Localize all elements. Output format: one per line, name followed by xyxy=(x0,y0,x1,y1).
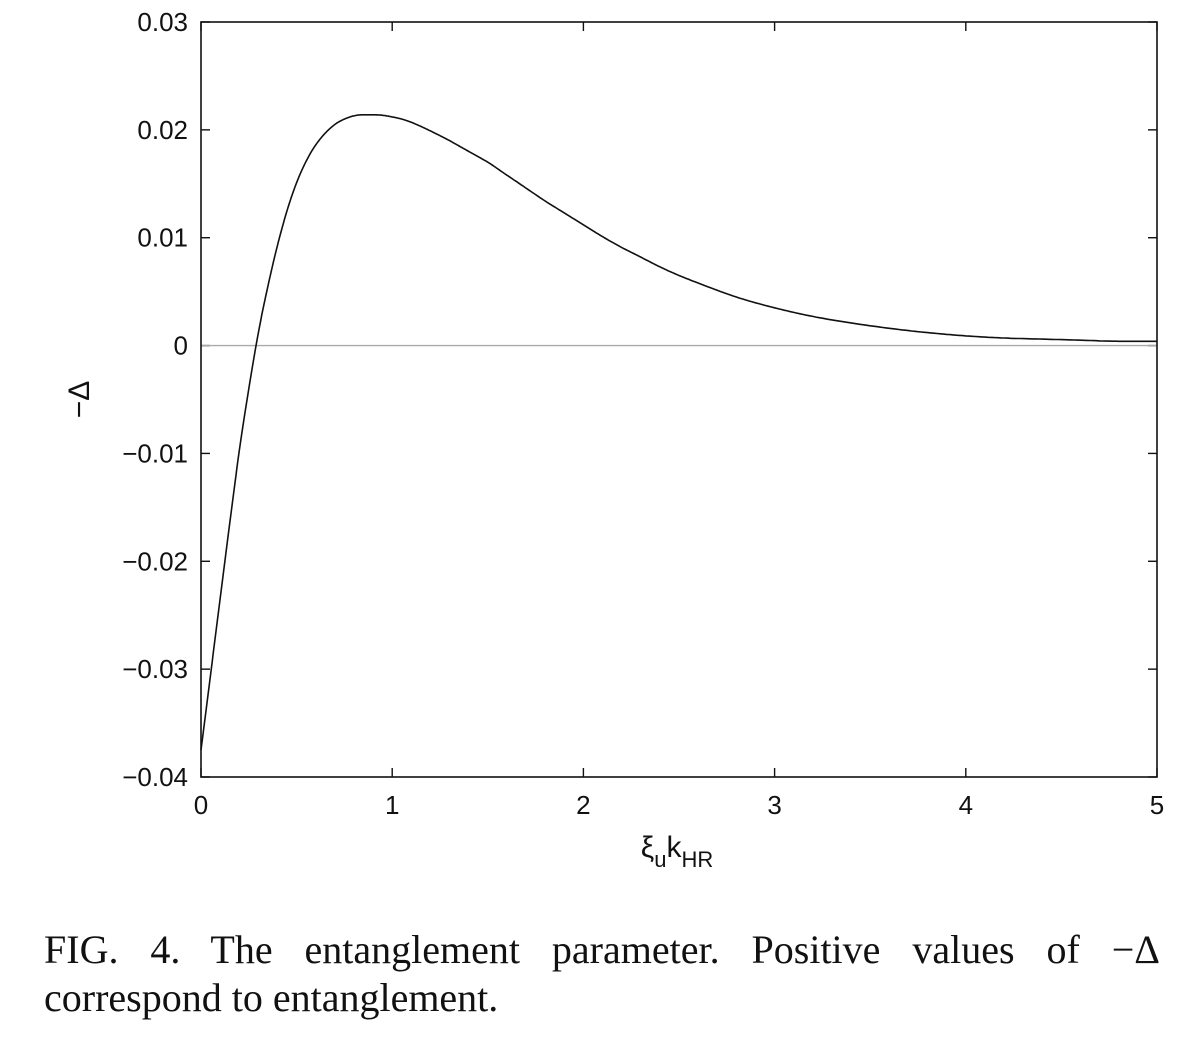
entanglement-chart: 0 1 2 3 4 5 −0.04 −0.03 −0.02 −0.01 0 0.01 0.02 0.03… xyxy=(63,7,1164,872)
x-axis-label-sub-u: u xyxy=(654,847,666,872)
x-tick-label: 0 xyxy=(194,790,208,820)
y-ticks xyxy=(201,21,1157,778)
y-axis-label: −Δ xyxy=(63,381,96,419)
x-tick-label: 2 xyxy=(576,790,590,820)
x-tick-label: 5 xyxy=(1150,790,1164,820)
figure-caption: FIG. 4. The entanglement parameter. Posit… xyxy=(44,926,1160,1022)
y-tick-labels: −0.04 −0.03 −0.02 −0.01 0 0.01 0.02 0.03 xyxy=(122,7,188,792)
y-tick-label: −0.03 xyxy=(122,654,188,684)
x-ticks xyxy=(200,22,1158,777)
x-tick-label: 1 xyxy=(385,790,399,820)
y-tick-label: 0.01 xyxy=(137,223,188,253)
x-tick-label: 4 xyxy=(959,790,973,820)
y-tick-label: 0 xyxy=(174,331,188,361)
y-tick-label: −0.02 xyxy=(122,546,188,576)
caption-label: FIG. 4. xyxy=(44,927,181,972)
y-tick-label: 0.03 xyxy=(137,7,188,37)
x-axis-label: ξukHR xyxy=(641,831,713,872)
x-axis-label-xi: ξ xyxy=(641,831,654,864)
series-line xyxy=(200,114,1157,751)
caption-text: The entanglement parameter. Positive val… xyxy=(44,927,1161,1020)
y-tick-label: −0.04 xyxy=(122,762,188,792)
x-tick-label: 3 xyxy=(767,790,781,820)
y-tick-label: −0.01 xyxy=(122,438,188,468)
plot-frame xyxy=(200,21,1158,778)
x-axis-label-k: k xyxy=(666,831,682,864)
y-tick-label: 0.02 xyxy=(137,115,188,145)
x-axis-label-sub-hr: HR xyxy=(681,847,713,872)
x-tick-labels: 0 1 2 3 4 5 xyxy=(194,790,1164,820)
